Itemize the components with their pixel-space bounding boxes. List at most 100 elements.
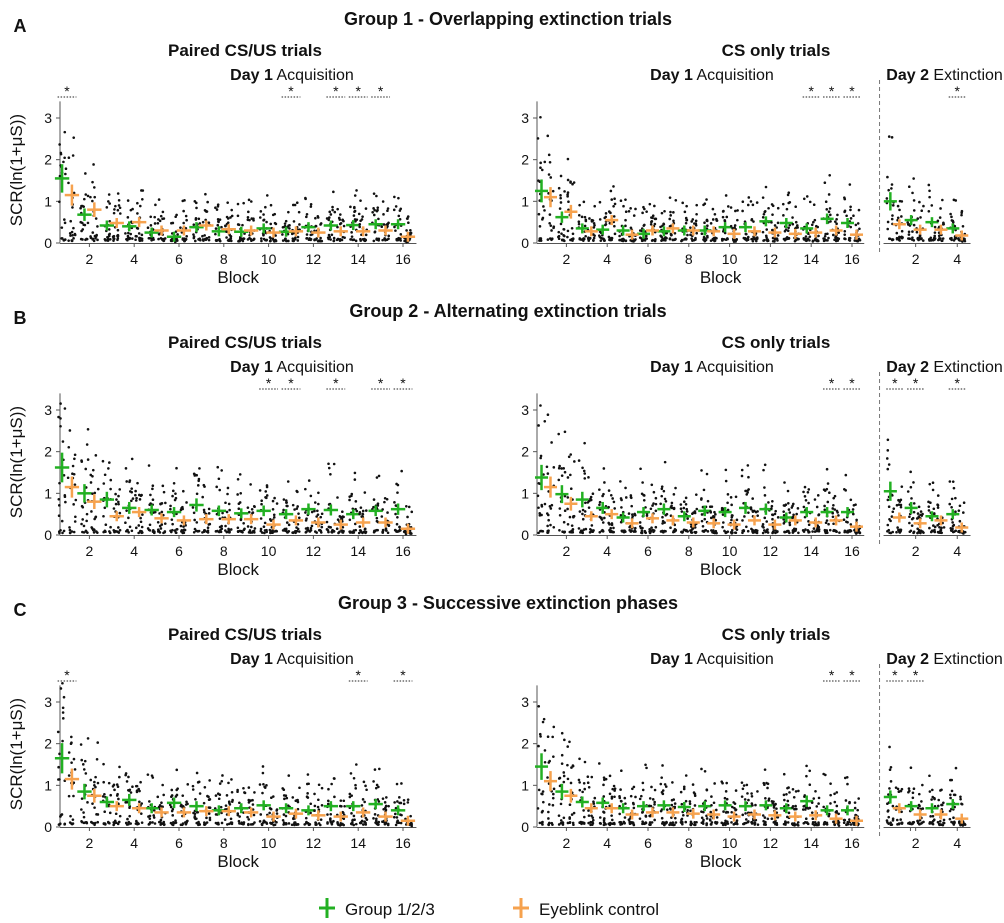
subject-dot: [102, 514, 105, 518]
subject-dot: [899, 503, 903, 507]
subject-dot: [284, 794, 288, 797]
subject-dot: [251, 803, 255, 806]
subject-dot: [173, 498, 177, 502]
subject-dot: [130, 487, 134, 490]
subject-dot: [731, 531, 734, 534]
subject-dot: [193, 473, 197, 476]
y-tick-label: 3: [44, 110, 52, 126]
subject-dot: [806, 490, 810, 494]
subject-dot: [912, 481, 915, 484]
subject-dot: [354, 787, 358, 790]
subject-dot: [835, 509, 839, 513]
subject-dot: [129, 822, 132, 825]
subject-dot: [263, 531, 266, 535]
day2-label-day: Day 2: [886, 359, 929, 376]
subject-dot: [96, 781, 100, 785]
subject-dot: [361, 798, 365, 801]
subject-dot: [613, 232, 617, 236]
subject-dot: [803, 821, 807, 824]
subject-dot: [296, 490, 299, 494]
subject-dot: [589, 497, 592, 501]
subject-dot: [236, 813, 240, 817]
subject-dot: [660, 808, 664, 811]
subject-dot: [316, 513, 320, 516]
subject-dot: [85, 821, 89, 825]
subject-dot: [622, 204, 625, 208]
subject-dot: [630, 504, 633, 508]
subject-dot: [373, 813, 377, 816]
subject-dot: [108, 232, 112, 236]
subject-dot: [607, 489, 611, 492]
subject-dot: [709, 222, 713, 225]
subject-dot: [950, 215, 953, 219]
subject-dot: [629, 239, 632, 242]
subject-dot: [805, 764, 808, 768]
subject-dot: [941, 237, 945, 240]
subject-dot: [171, 522, 174, 526]
subject-dot: [829, 802, 832, 805]
subject-dot: [170, 239, 174, 243]
subject-dot: [328, 525, 331, 529]
subject-dot: [566, 507, 569, 511]
subject-dot: [375, 822, 379, 826]
subject-dot: [377, 820, 381, 824]
subject-dot: [546, 531, 549, 534]
subject-dot: [550, 503, 554, 507]
subject-dot: [582, 809, 585, 812]
subject-dot: [219, 528, 222, 532]
day1-label: Day 1 Acquisition: [650, 67, 774, 84]
subject-dot: [182, 221, 185, 225]
x-tick-label: 16: [395, 835, 411, 851]
subject-dot: [771, 204, 775, 208]
subject-dot: [96, 487, 100, 491]
subject-dot: [917, 531, 921, 534]
subject-dot: [214, 794, 218, 797]
subject-dot: [348, 531, 352, 534]
subject-dot: [546, 776, 549, 779]
subject-dot: [372, 239, 376, 243]
subject-dot: [172, 481, 176, 485]
subject-dot: [618, 238, 621, 242]
subject-dot: [285, 796, 289, 800]
day1-label: Day 1 Acquisition: [230, 651, 354, 668]
subject-dot: [545, 512, 549, 515]
subject-dot: [812, 220, 815, 224]
subject-dot: [942, 526, 946, 529]
subject-dot: [136, 212, 139, 215]
subject-dot: [327, 216, 331, 219]
subject-dot: [583, 441, 586, 445]
subject-dot: [185, 218, 188, 222]
subject-dot: [386, 207, 390, 210]
subject-dot: [228, 508, 231, 512]
subject-dot: [82, 815, 86, 819]
subject-dot: [91, 492, 94, 495]
subject-dot: [906, 490, 910, 493]
subject-dot: [722, 521, 725, 524]
subject-dot: [566, 763, 569, 767]
subject-dot: [550, 237, 554, 241]
subject-dot: [84, 172, 87, 175]
subject-dot: [764, 185, 768, 189]
subject-dot: [807, 501, 810, 505]
x-tick-label: 4: [130, 835, 138, 851]
subject-dot: [227, 781, 230, 785]
subject-dot: [239, 518, 243, 522]
subject-dot: [771, 531, 774, 535]
x-tick-label: 12: [763, 543, 779, 559]
subject-dot: [214, 821, 218, 825]
subject-dot: [845, 214, 848, 218]
subject-dot: [107, 234, 111, 238]
subject-dot: [342, 799, 346, 803]
subject-dot: [364, 821, 367, 825]
subject-dot: [583, 787, 587, 791]
subject-dot: [538, 732, 542, 736]
subject-dot: [704, 238, 708, 241]
subject-dot: [695, 203, 699, 207]
subject-dot: [282, 813, 286, 816]
subject-dot: [198, 792, 202, 795]
subject-dot: [393, 225, 396, 229]
subject-dot: [552, 226, 555, 230]
subject-dot: [248, 236, 251, 240]
subject-dot: [911, 230, 914, 233]
subject-dot: [343, 804, 346, 808]
